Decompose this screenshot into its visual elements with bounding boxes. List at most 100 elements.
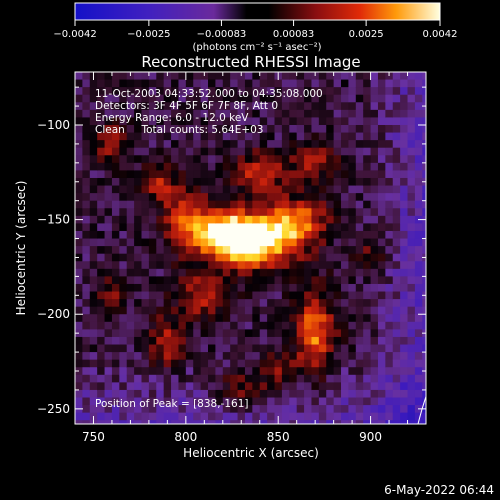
- heatmap-cell: [333, 94, 342, 103]
- heatmap-cell: [208, 109, 216, 119]
- heatmap-cell: [141, 72, 150, 81]
- heatmap-cell: [385, 185, 394, 194]
- heatmap-cell: [208, 389, 216, 399]
- heatmap-cell: [97, 352, 106, 361]
- heatmap-cell: [392, 147, 401, 156]
- heatmap-cell: [208, 405, 216, 414]
- heatmap-cell: [392, 193, 401, 202]
- heatmap-cell: [193, 412, 202, 421]
- heatmap-cell: [193, 306, 202, 315]
- heatmap-cell: [237, 124, 246, 134]
- heatmap-cell: [252, 405, 261, 414]
- heatmap-cell: [185, 321, 194, 330]
- heatmap-cell: [259, 185, 268, 194]
- heatmap-cell: [82, 215, 91, 224]
- heatmap-cell: [392, 344, 401, 353]
- heatmap-cell: [208, 397, 216, 406]
- heatmap-cell: [400, 306, 409, 315]
- heatmap-cell: [208, 230, 216, 240]
- heatmap-cell: [304, 329, 313, 338]
- heatmap-cell: [208, 374, 216, 383]
- heatmap-cell: [370, 329, 379, 338]
- y-tick-label: −150: [37, 213, 70, 227]
- heatmap-image: [75, 72, 426, 424]
- heatmap-cell: [178, 215, 187, 224]
- heatmap-cell: [311, 359, 320, 368]
- heatmap-cell: [230, 306, 239, 315]
- heatmap-cell: [244, 102, 253, 111]
- heatmap-cell: [134, 352, 143, 361]
- heatmap-cell: [134, 344, 143, 353]
- heatmap-cell: [104, 276, 113, 285]
- heatmap-cell: [222, 109, 231, 119]
- heatmap-cell: [222, 185, 231, 194]
- heatmap-cell: [289, 200, 298, 209]
- heatmap-cell: [311, 185, 320, 194]
- heatmap-cell: [200, 94, 209, 103]
- heatmap-cell: [119, 238, 128, 247]
- heatmap-cell: [414, 193, 423, 202]
- heatmap-cell: [134, 329, 143, 338]
- heatmap-cell: [311, 246, 320, 255]
- heatmap-cell: [267, 352, 276, 361]
- heatmap-cell: [178, 87, 187, 96]
- heatmap-cell: [296, 374, 305, 383]
- heatmap-cell: [392, 102, 401, 111]
- heatmap-cell: [281, 412, 290, 421]
- heatmap-cell: [281, 200, 290, 209]
- heatmap-cell: [296, 344, 305, 353]
- heatmap-cell: [407, 177, 416, 187]
- heatmap-cell: [363, 162, 372, 172]
- heatmap-cell: [289, 291, 298, 300]
- heatmap-cell: [267, 314, 276, 323]
- heatmap-cell: [281, 155, 290, 164]
- heatmap-cell: [304, 291, 313, 300]
- heatmap-cell: [400, 94, 409, 103]
- heatmap-cell: [341, 140, 350, 149]
- heatmap-cell: [215, 314, 224, 323]
- heatmap-cell: [355, 102, 364, 111]
- heatmap-cell: [377, 79, 386, 88]
- heatmap-cell: [318, 412, 327, 421]
- heatmap-cell: [119, 87, 128, 96]
- heatmap-cell: [385, 321, 394, 330]
- heatmap-cell: [267, 283, 276, 293]
- heatmap-cell: [304, 200, 313, 209]
- heatmap-cell: [296, 170, 305, 179]
- heatmap-cell: [134, 230, 143, 240]
- heatmap-cell: [296, 382, 305, 391]
- heatmap-cell: [163, 238, 172, 247]
- heatmap-cell: [244, 117, 253, 126]
- heatmap-cell: [163, 397, 172, 406]
- heatmap-cell: [171, 215, 180, 224]
- heatmap-cell: [230, 352, 239, 361]
- heatmap-cell: [296, 389, 305, 399]
- heatmap-cell: [104, 352, 113, 361]
- heatmap-cell: [348, 208, 357, 217]
- heatmap-cell: [318, 147, 327, 156]
- heatmap-cell: [185, 208, 194, 217]
- heatmap-cell: [200, 208, 209, 217]
- heatmap-cell: [89, 230, 98, 240]
- heatmap-cell: [333, 185, 342, 194]
- heatmap-cell: [333, 109, 342, 119]
- heatmap-cell: [333, 306, 342, 315]
- heatmap-cell: [148, 177, 157, 187]
- heatmap-cell: [348, 253, 357, 262]
- heatmap-cell: [363, 155, 372, 164]
- heatmap-cell: [230, 79, 239, 88]
- heatmap-cell: [200, 306, 209, 315]
- heatmap-cell: [252, 420, 261, 424]
- heatmap-cell: [119, 382, 128, 391]
- heatmap-cell: [363, 200, 372, 209]
- heatmap-cell: [348, 147, 357, 156]
- heatmap-cell: [377, 124, 386, 134]
- heatmap-cell: [97, 208, 106, 217]
- heatmap-cell: [252, 291, 261, 300]
- heatmap-cell: [377, 147, 386, 156]
- heatmap-cell: [341, 185, 350, 194]
- heatmap-cell: [185, 215, 194, 224]
- heatmap-cell: [333, 291, 342, 300]
- heatmap-cell: [215, 420, 224, 424]
- heatmap-cell: [259, 94, 268, 103]
